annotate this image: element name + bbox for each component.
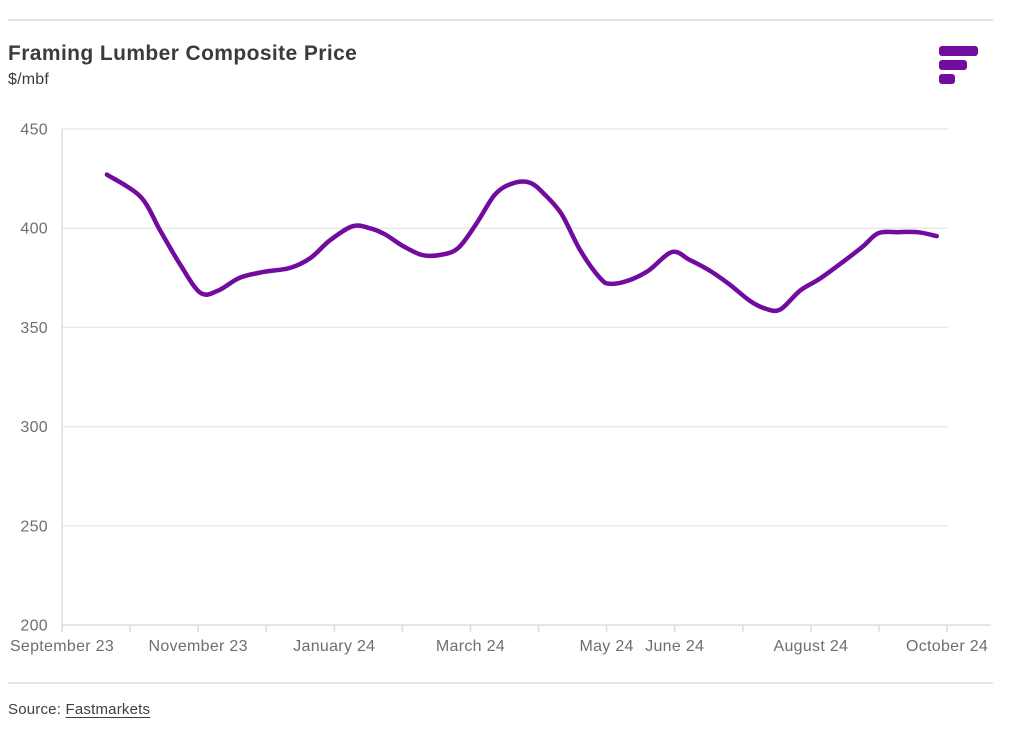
bottom-divider (8, 682, 993, 684)
x-axis-label: June 24 (645, 638, 704, 655)
x-axis-label: January 24 (293, 638, 375, 655)
y-axis-label-250: 250 (20, 518, 48, 535)
price-line-chart: 450 400 350 300 250 200 September 23 November 2… (10, 122, 991, 655)
logo-bar-middle (939, 60, 967, 70)
top-divider (8, 19, 993, 21)
x-axis-label: November 23 (148, 638, 247, 655)
logo-bar-bottom (939, 74, 955, 84)
logo-bar-top (939, 46, 978, 56)
source-link[interactable]: Fastmarkets (65, 701, 151, 718)
source-label: Source: (8, 701, 62, 718)
x-axis-label: August 24 (773, 638, 848, 655)
x-axis-label: May 24 (579, 638, 633, 655)
price-line-series (104, 172, 940, 314)
x-axis-label: March 24 (436, 638, 505, 655)
y-axis-label-450: 450 (20, 122, 48, 139)
y-axis-label-200: 200 (20, 618, 48, 635)
fastmarkets-logo-icon (939, 46, 979, 84)
y-axis-label-300: 300 (20, 419, 48, 436)
y-axis-label-400: 400 (20, 221, 48, 238)
chart-title: Framing Lumber Composite Price (8, 42, 358, 65)
chart-unit-label: $/mbf (8, 71, 50, 88)
x-axis-label: September 23 (10, 638, 114, 655)
y-axis-label-350: 350 (20, 320, 48, 337)
source-line: Source: Fastmarkets (8, 701, 150, 718)
x-axis-label: October 24 (906, 638, 988, 655)
